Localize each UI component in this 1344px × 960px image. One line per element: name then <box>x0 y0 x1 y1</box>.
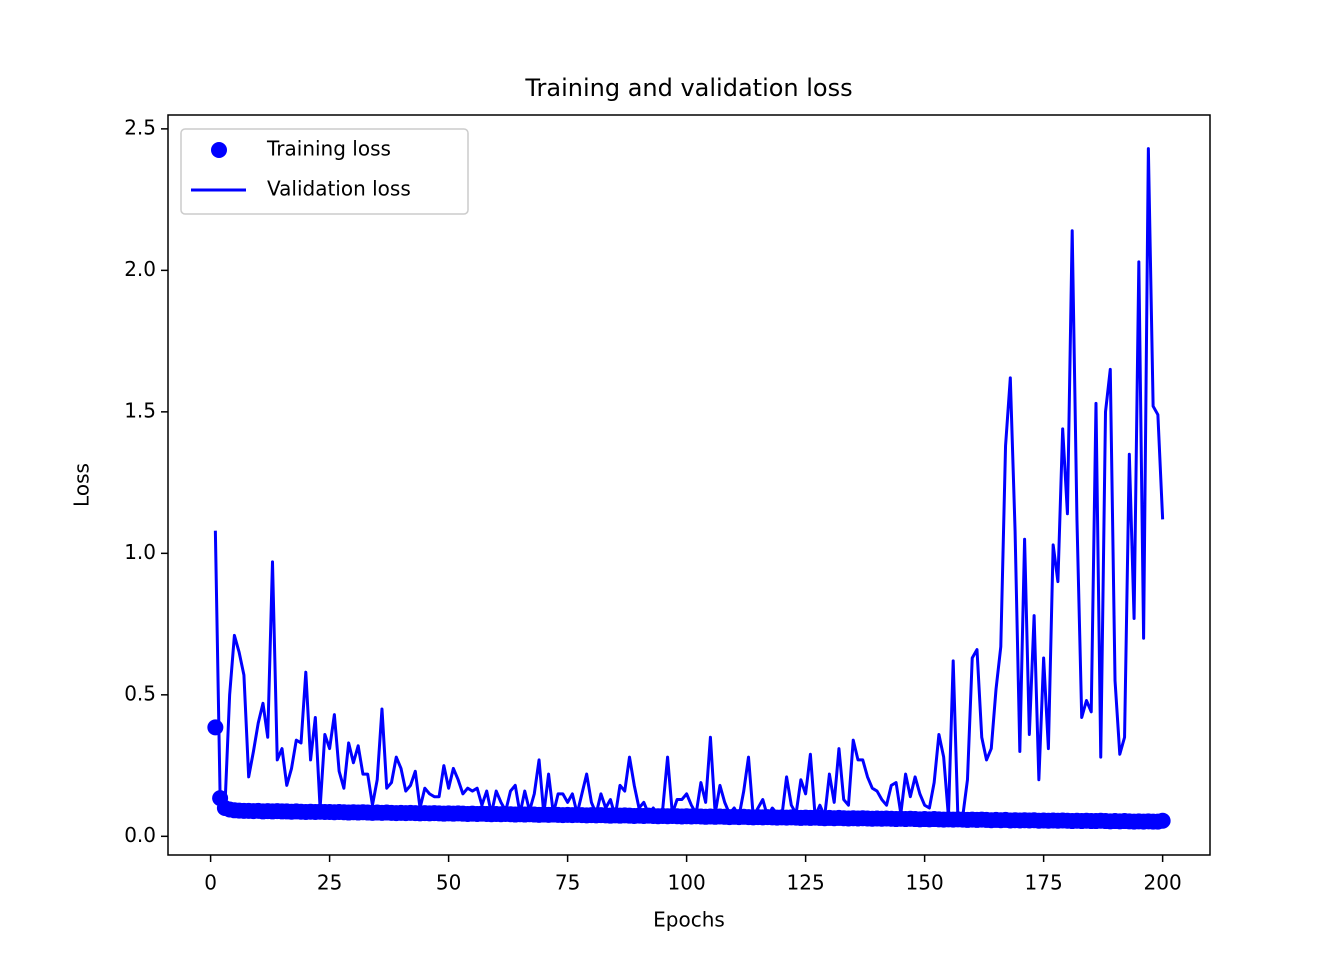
y-tick-label: 0.5 <box>124 681 156 705</box>
validation-line <box>213 147 1165 821</box>
x-tick-label: 100 <box>668 871 706 895</box>
x-axis-label: Epochs <box>653 908 725 932</box>
x-tick-label: 75 <box>555 871 580 895</box>
y-axis-label: Loss <box>70 463 94 507</box>
legend-marker <box>211 142 227 158</box>
legend-box <box>180 128 469 215</box>
x-tick-label: 25 <box>317 871 342 895</box>
plot-area <box>207 147 1171 830</box>
y-tick-label: 2.0 <box>124 257 156 281</box>
x-tick-label: 0 <box>204 871 217 895</box>
x-tick-label: 150 <box>906 871 944 895</box>
x-tick-label: 50 <box>436 871 461 895</box>
y-tick-label: 2.5 <box>124 115 156 139</box>
plot-frame <box>167 114 1211 856</box>
x-tick-label: 200 <box>1144 871 1182 895</box>
legend-label: Validation loss <box>267 177 411 201</box>
y-tick-label: 1.0 <box>124 540 156 564</box>
y-tick-label: 0.0 <box>124 823 156 847</box>
training-point <box>207 719 224 736</box>
legend-label: Training loss <box>266 137 391 161</box>
y-tick-label: 1.5 <box>124 398 156 422</box>
chart-title: Training and validation loss <box>524 74 852 102</box>
x-tick-label: 125 <box>787 871 825 895</box>
training-point <box>1154 812 1171 829</box>
x-tick-label: 175 <box>1025 871 1063 895</box>
